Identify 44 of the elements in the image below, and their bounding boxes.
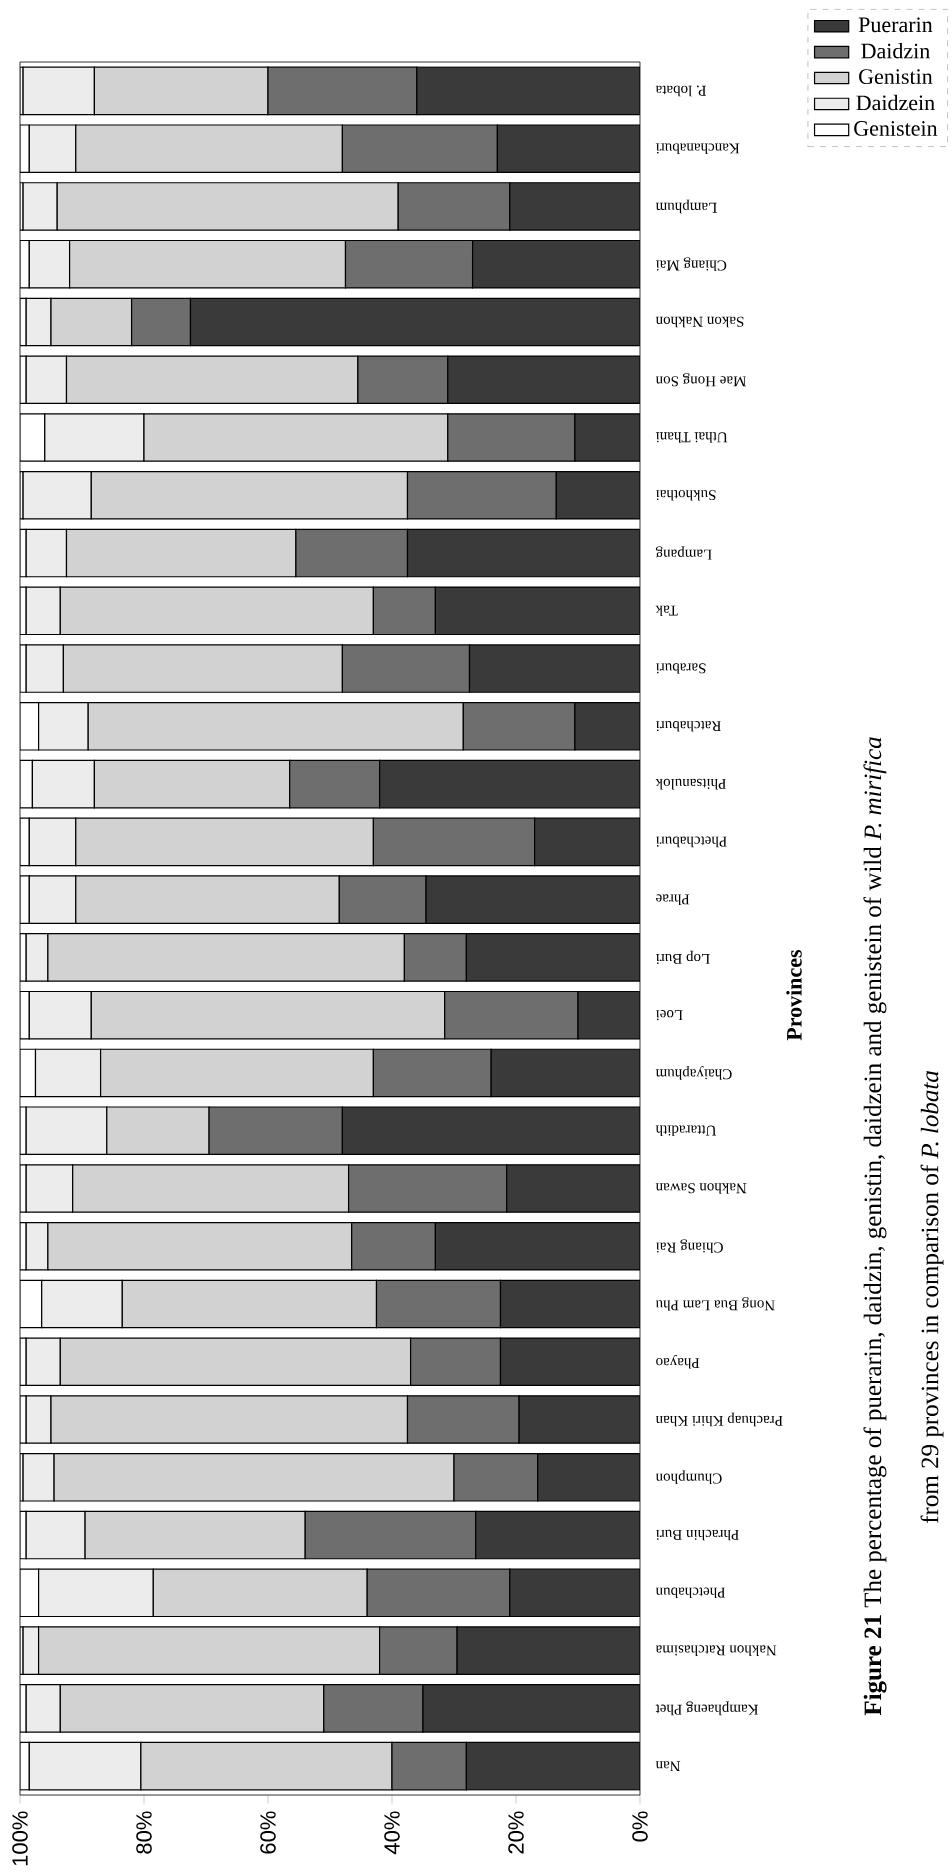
x-tick-label: 100%: [12, 1811, 28, 1866]
y-tick-label: Tak: [655, 605, 678, 617]
y-tick-label: Phetchabun: [655, 1587, 726, 1599]
y-tick-label: Saraburi: [655, 663, 706, 674]
y-tick-label: Kanchanaburi: [655, 143, 740, 154]
y-tick-label: Nakhon Sawan: [655, 1183, 747, 1194]
y-tick-label: Prachuap Khiri Khan: [655, 1412, 783, 1427]
y-tick-label: Loei: [655, 1010, 683, 1021]
y-tick-label: Phayao: [656, 1354, 700, 1369]
y-tick-label: Chumphon: [655, 1470, 722, 1485]
legend-label: Genistein: [854, 121, 938, 136]
y-tick-label: Nan: [655, 1761, 681, 1772]
y-tick-label: Sukhothai: [655, 489, 716, 501]
x-tick-label: 0%: [632, 1811, 648, 1842]
y-tick-label: Sakon Nakhon: [655, 316, 744, 328]
y-tick-label: Uttaradith: [655, 1125, 717, 1136]
y-tick-label: Nakhon Ratchasima: [655, 1645, 777, 1656]
y-tick-label: Uthai Thani: [655, 432, 728, 443]
y-tick-label: Lampang: [655, 546, 712, 560]
legend-label: Puerarin: [858, 17, 933, 33]
x-tick-label: 60%: [260, 1811, 276, 1854]
y-tick-label: Phetchaburi: [655, 836, 727, 848]
y-tick-label: Mae Hong Son: [655, 373, 746, 387]
y-tick-label: Phitsanulok: [655, 778, 726, 790]
y-tick-label: Lamphum: [655, 199, 717, 214]
legend-label: Daidzin: [861, 42, 930, 59]
y-tick-label: Phrae: [656, 894, 690, 905]
text: from 29 provinces in comparison of P. lobata: [920, 1071, 944, 1524]
legend-label: Genistin: [859, 69, 933, 85]
y-tick-label: Phrachin Buri: [655, 1529, 739, 1541]
y-tick-label: Lop Buri: [655, 950, 710, 964]
y-tick-label: Ratchaburi: [655, 721, 721, 732]
y-tick-label: Chaiyaphum: [655, 1066, 732, 1080]
y-tick-label: Kamphaeng Phet: [655, 1701, 759, 1716]
y-tick-label: P. lobata: [655, 85, 706, 97]
x-tick-label: 40%: [384, 1811, 400, 1855]
y-tick-label: Chiang Rai: [655, 1239, 723, 1254]
y-axis-title: Provinces: [786, 949, 802, 1041]
x-tick-label: 20%: [508, 1811, 524, 1854]
text: Figure 21 The percentage of puerarin, daidzin, genistin, daidzein and genistein of wild P. mirifica: [863, 737, 887, 1716]
y-tick-label: Chiang Mai: [655, 257, 727, 272]
legend-label: Daidzein: [856, 94, 935, 111]
y-tick-label: Nong Bua Lam Phu: [655, 1297, 775, 1311]
x-tick-label: 80%: [136, 1811, 152, 1854]
